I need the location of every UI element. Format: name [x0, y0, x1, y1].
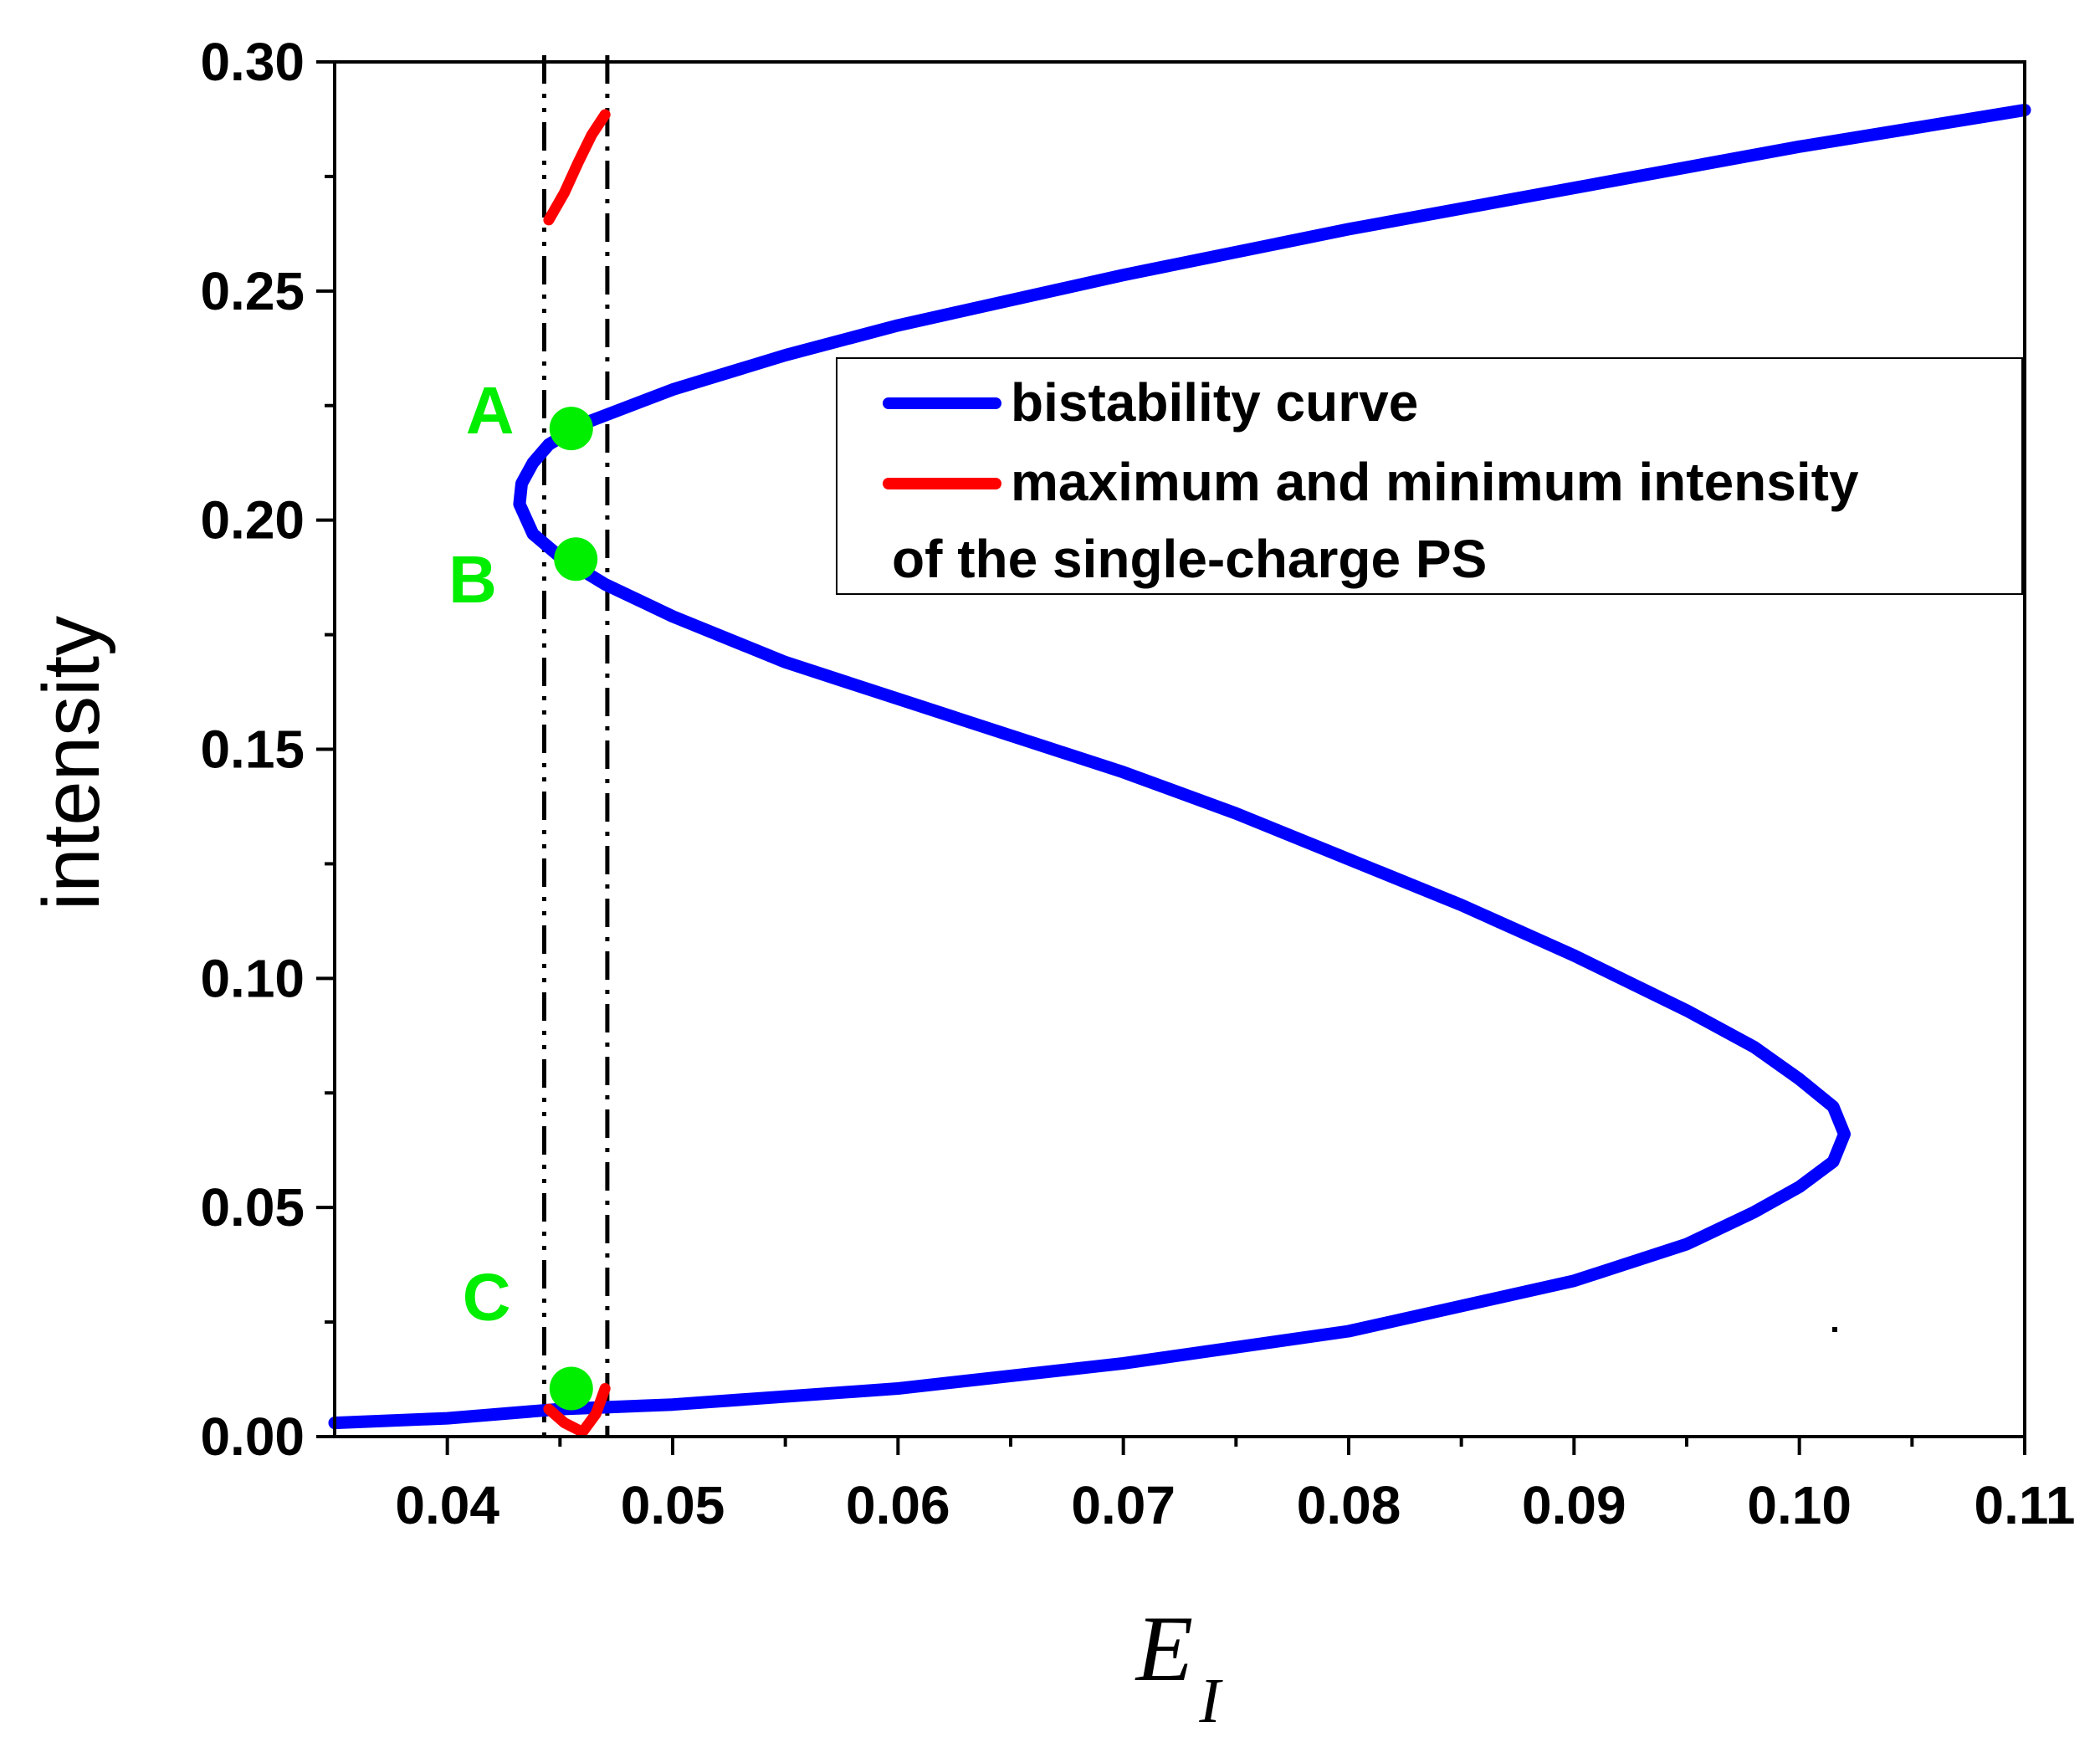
y-tick-label: 0.10: [200, 948, 305, 1008]
x-tick-label: 0.10: [1747, 1475, 1852, 1535]
legend-box: [836, 357, 2023, 595]
y-tick-label: 0.05: [200, 1177, 305, 1237]
legend-label-bistability: bistability curve: [1011, 372, 1418, 433]
axes: 0.00 0.05 0.10 0.15 0.20 0.25 0.30 0.04 0.05 0.06…: [200, 32, 2075, 1535]
y-tick-label: 0.20: [200, 490, 305, 551]
series-maxmin-segment-1: [543, 109, 611, 226]
y-tick-label: 0.25: [200, 261, 305, 321]
x-axis-label-subscript: I: [1198, 1666, 1223, 1736]
marker-c: [549, 1366, 593, 1411]
marker-label-c: C: [463, 1259, 511, 1334]
legend-label-maxmin-line2: of the single-charge PS: [892, 529, 1487, 589]
marker-label-a: A: [466, 373, 515, 448]
stray-dot: [1832, 1327, 1837, 1332]
legend-label-maxmin: maximum and minimum intensity: [1011, 452, 1859, 512]
x-axis-label: E: [1135, 1597, 1193, 1701]
y-tick-label: 0.30: [200, 32, 305, 92]
x-tick-label: 0.04: [395, 1475, 499, 1535]
marker-label-b: B: [448, 542, 497, 617]
legend: bistability curve maximum and minimum in…: [836, 357, 2023, 595]
plot-area: A B C: [328, 55, 2031, 1437]
series-maxmin-segment-2: [543, 1383, 611, 1437]
x-tick-label: 0.09: [1522, 1475, 1626, 1535]
x-tick-label: 0.07: [1071, 1475, 1175, 1535]
series-bistability-curve: [328, 104, 2031, 1430]
y-tick-label: 0.00: [200, 1406, 305, 1467]
marker-a: [549, 407, 593, 451]
x-tick-label: 0.08: [1297, 1475, 1401, 1535]
y-axis-label: intensity: [27, 616, 116, 910]
marker-b: [554, 537, 598, 582]
x-tick-label: 0.05: [621, 1475, 725, 1535]
x-tick-label: 0.06: [846, 1475, 950, 1535]
x-tick-label: 0.11: [1974, 1475, 2075, 1535]
y-tick-label: 0.15: [200, 720, 305, 780]
